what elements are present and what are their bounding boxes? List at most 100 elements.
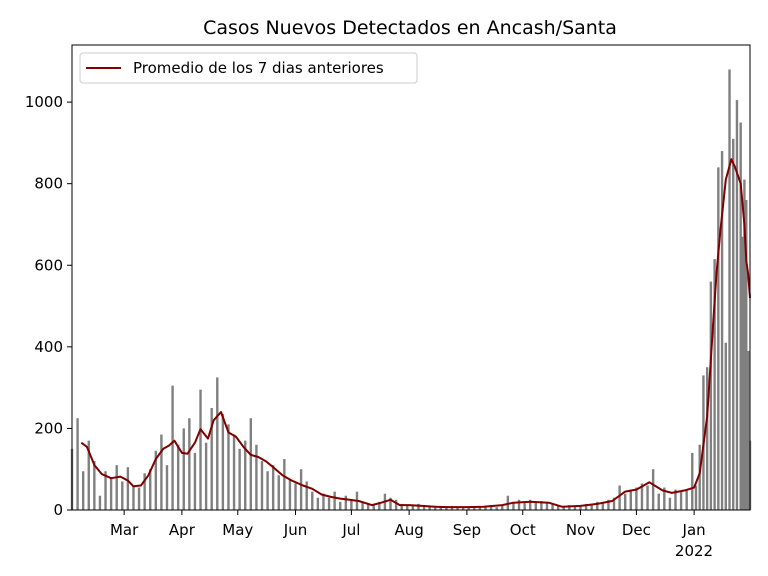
data-bar: [746, 350, 750, 510]
x-tick-label: Oct: [510, 521, 536, 539]
data-bar: [255, 444, 258, 510]
data-bar: [299, 469, 303, 510]
data-bar: [227, 424, 230, 510]
data-bar: [640, 483, 644, 510]
data-bar: [735, 100, 739, 510]
x-tick-label: May: [222, 521, 253, 539]
data-bar: [691, 452, 694, 510]
data-bar: [378, 501, 381, 510]
data-bar: [713, 259, 716, 510]
data-bar: [238, 448, 241, 510]
x-tick-label: Jun: [283, 521, 307, 539]
data-bar: [204, 442, 208, 510]
data-bar: [137, 487, 141, 510]
data-bar: [601, 502, 605, 510]
x-tick-label: Apr: [169, 521, 196, 539]
data-bar: [540, 501, 543, 510]
data-bar: [439, 506, 443, 510]
axes-frame: [71, 44, 751, 511]
data-bar: [266, 471, 269, 510]
y-tick-label: 200: [34, 419, 63, 437]
data-bar: [216, 377, 219, 510]
data-bar: [657, 493, 660, 510]
data-bar: [579, 505, 582, 510]
data-bar: [529, 499, 532, 510]
data-bar: [461, 506, 465, 510]
data-bar: [568, 505, 571, 510]
data-bar: [339, 501, 342, 510]
data-bar: [406, 505, 409, 510]
data-bar: [81, 471, 85, 510]
average-line: [80, 158, 751, 509]
data-bar: [271, 465, 275, 510]
data-bar: [545, 501, 549, 510]
data-bar: [724, 342, 727, 510]
data-bar: [350, 499, 353, 510]
data-bar: [305, 481, 308, 510]
data-bar: [154, 450, 158, 510]
data-bar: [607, 499, 610, 510]
data-bar: [473, 506, 476, 510]
data-bar: [668, 497, 672, 510]
data-bar: [679, 491, 683, 510]
legend-label: Promedio de los 7 dias anteriores: [133, 59, 384, 77]
data-bar: [344, 495, 348, 510]
data-bar: [694, 485, 698, 510]
data-bar: [534, 502, 537, 510]
data-bar: [160, 434, 163, 510]
data-bar: [182, 428, 185, 510]
plot-area: [70, 69, 752, 511]
data-bar: [663, 487, 666, 510]
data-bar: [143, 473, 146, 510]
data-bar: [743, 179, 746, 510]
data-bar: [361, 501, 364, 510]
data-bar: [717, 167, 720, 511]
data-bar: [132, 485, 135, 510]
y-tick-label: 800: [34, 175, 63, 193]
data-bar: [417, 503, 420, 510]
data-bar: [87, 440, 90, 510]
data-bar: [389, 497, 392, 510]
data-bar: [283, 459, 286, 510]
data-bar: [260, 461, 264, 510]
data-bar: [646, 485, 649, 510]
data-bar: [590, 505, 593, 510]
data-bar: [478, 507, 482, 510]
data-bar: [109, 477, 113, 510]
data-bar: [366, 503, 370, 510]
data-bar: [277, 475, 280, 510]
x-year-label: 2022: [675, 542, 713, 560]
data-bar: [115, 465, 118, 510]
data-bar: [176, 444, 180, 510]
data-bar: [495, 507, 498, 510]
data-bar: [244, 440, 247, 510]
data-bar: [76, 418, 79, 510]
data-bar: [618, 485, 621, 510]
data-bar: [456, 507, 459, 510]
data-bar: [372, 505, 375, 510]
data-bar: [232, 434, 236, 510]
data-bar: [573, 506, 577, 510]
y-tick-label: 400: [34, 338, 63, 356]
data-bar: [411, 505, 415, 510]
x-tick-label: Aug: [394, 521, 423, 539]
data-bar: [316, 497, 320, 510]
data-bar: [698, 444, 701, 510]
data-bar: [674, 489, 677, 510]
data-bar: [629, 489, 632, 510]
y-axis: 0 200 400 600 800 1000: [25, 93, 72, 519]
y-tick-label: 0: [53, 501, 63, 519]
y-tick-label: 600: [34, 256, 63, 274]
legend-box: [79, 52, 418, 84]
data-bar: [199, 389, 202, 510]
data-bar: [732, 138, 735, 510]
data-bar: [512, 501, 515, 510]
data-bar: [705, 367, 709, 510]
data-bar: [422, 506, 426, 510]
data-bar: [249, 418, 253, 510]
data-bar: [188, 418, 191, 510]
data-bar: [126, 467, 130, 510]
data-bar: [551, 503, 554, 510]
data-bar: [428, 505, 431, 510]
